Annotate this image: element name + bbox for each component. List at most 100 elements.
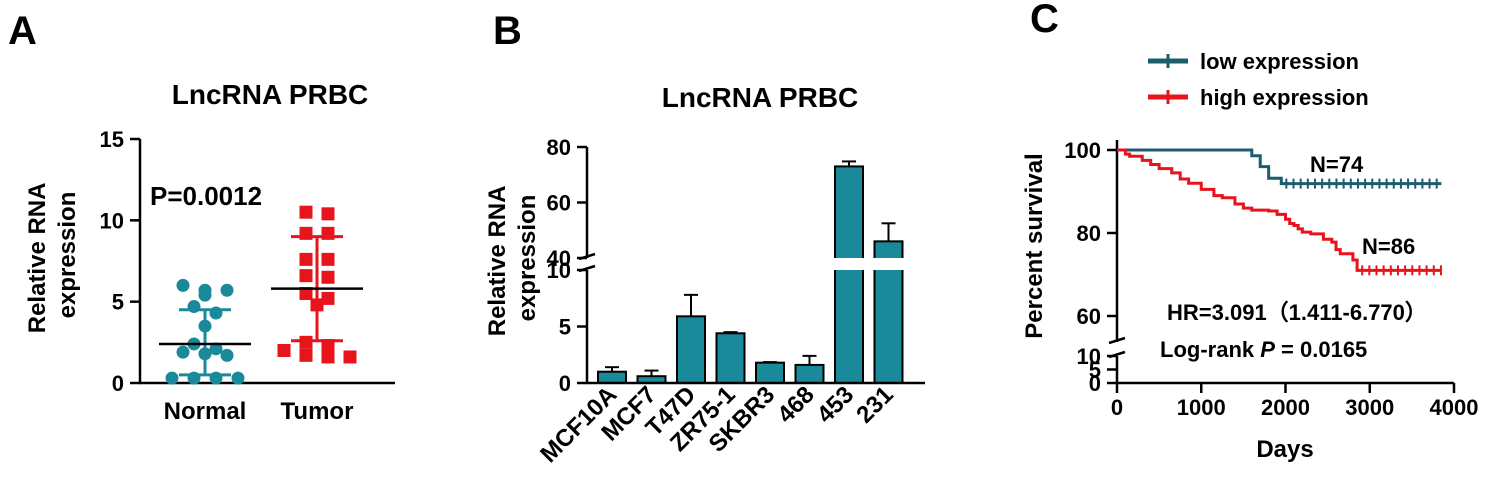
a-point-normal-11 [220,348,234,362]
panel-a-error-bars [159,235,363,377]
panel-b-ylabel-line-1: Relative RNA [484,186,511,336]
a-point-normal-8 [209,342,223,356]
b-xlabel-5: 468 [772,381,819,428]
panel-a: A LncRNA PRBC Relative RNA expression 0 5… [8,9,395,425]
panel-c-ylabel: Percent survival [1021,153,1048,338]
a-ytick-label-1: 5 [112,290,124,315]
b-bar-SKBR3 [755,361,785,385]
panel-c-x-ticks: 0 1000 2000 3000 4000 [1111,383,1479,420]
n-label-high: N=86 [1362,234,1415,259]
b-ytick-lo-label-2: 10 [547,258,571,283]
panel-a-y-ticks: 0 5 10 15 [100,127,140,396]
c-ytick-lo-label-1: 5 [1089,358,1101,383]
legend-label-low: low expression [1200,49,1359,74]
panel-a-ylabel: Relative RNA expression [24,177,81,334]
logrank-suffix: = 0.0165 [1275,337,1367,362]
panel-c: C low expression high expression Percent… [1021,0,1478,463]
panel-b-axis-break [578,252,596,273]
a-ytick-label-2: 10 [100,208,124,233]
panel-c-axis-break [1108,336,1126,359]
panel-a-axes [138,139,395,385]
logrank-prefix: Log-rank [1160,337,1260,362]
logrank-annotation: Log-rank P = 0.0165 [1160,337,1367,362]
panel-a-points [165,205,357,385]
panel-a-letter: A [8,9,37,53]
a-point-normal-9 [176,345,190,359]
panel-a-x-label-normal: Normal [164,398,247,425]
c-ytick-hi-label-2: 100 [1064,138,1101,163]
a-point-tumor-13 [277,343,291,357]
c-xtick-label-0: 0 [1111,395,1123,420]
panel-c-letter: C [1030,0,1059,41]
panel-c-survival-curves [1117,148,1442,276]
panel-b-bars [597,160,904,385]
b-xlabel-6: 453 [812,381,859,428]
b-xlabel-7: 231 [851,381,898,428]
b-ytick-lo-label-1: 5 [559,315,571,340]
b-bar-468 [794,363,825,385]
b-bar-453 [834,165,864,384]
panel-a-title: LncRNA PRBC [172,79,369,110]
panel-c-legend: low expression high expression [1148,49,1369,110]
a-point-normal-12 [165,371,179,385]
c-curve-0 [1117,148,1442,186]
a-point-tumor-8 [299,287,313,301]
panel-b-title: LncRNA PRBC [662,82,859,113]
logrank-p: P [1260,337,1275,362]
a-point-tumor-5 [321,252,335,266]
a-point-tumor-1 [321,207,335,221]
hr-annotation: HR=3.091（1.411-6.770） [1167,300,1427,325]
panel-a-x-label-tumor: Tumor [281,398,354,425]
a-point-tumor-9 [321,291,335,305]
n-label-low: N=74 [1310,152,1364,177]
a-point-tumor-11 [299,335,313,349]
a-ytick-label-0: 0 [112,371,124,396]
b-ytick-hi-label-0: 40 [547,246,571,271]
c-xtick-label-3: 3000 [1345,395,1394,420]
a-point-tumor-16 [343,350,357,364]
a-point-normal-3 [198,288,212,302]
panel-a-pvalue: P=0.0012 [150,181,262,211]
b-bar-T47D [676,315,706,384]
c-ytick-hi-label-1: 80 [1077,221,1101,246]
c-ytick-lo-label-0: 0 [1089,371,1101,396]
a-point-tumor-12 [321,339,335,353]
b-bar-ZR75-1 [715,332,746,384]
a-ytick-label-3: 15 [100,127,124,152]
c-ytick-hi-label-0: 60 [1077,304,1101,329]
b-ytick-hi-label-1: 60 [547,191,571,216]
a-point-tumor-4 [299,252,313,266]
legend-item-high-expression: high expression [1148,85,1369,110]
a-point-normal-0 [176,278,190,292]
legend-label-high: high expression [1200,85,1369,110]
b-bar-gap-6 [833,258,865,270]
panel-b-letter: B [493,9,522,53]
a-point-normal-15 [231,371,245,385]
a-point-tumor-14 [299,348,313,362]
c-xtick-label-4: 4000 [1430,395,1479,420]
b-ytick-lo-label-0: 0 [559,371,571,396]
a-point-tumor-7 [321,270,335,284]
a-point-normal-2 [220,283,234,297]
c-ytick-lo-label-2: 10 [1077,344,1101,369]
b-bar-gap-7 [872,258,905,270]
b-ytick-hi-label-2: 80 [547,135,571,160]
panel-c-xlabel: Days [1256,436,1313,463]
c-xtick-label-2: 2000 [1261,395,1310,420]
legend-item-low-expression: low expression [1148,49,1359,74]
panel-a-ylabel-line-2: expression [54,192,81,319]
c-curve-1 [1117,148,1442,272]
panel-a-ylabel-line-1: Relative RNA [24,183,51,333]
c-xtick-label-1: 1000 [1177,395,1226,420]
panel-b: B LncRNA PRBC Relative RNA expression 0 5… [484,9,925,468]
a-point-tumor-0 [299,205,313,219]
panel-b-ylabel-line-2: expression [514,195,541,322]
panel-b-ylabel: Relative RNA expression [484,180,541,337]
panel-b-bar-breaks [833,258,905,270]
a-point-tumor-6 [299,269,313,283]
a-point-tumor-15 [321,350,335,364]
